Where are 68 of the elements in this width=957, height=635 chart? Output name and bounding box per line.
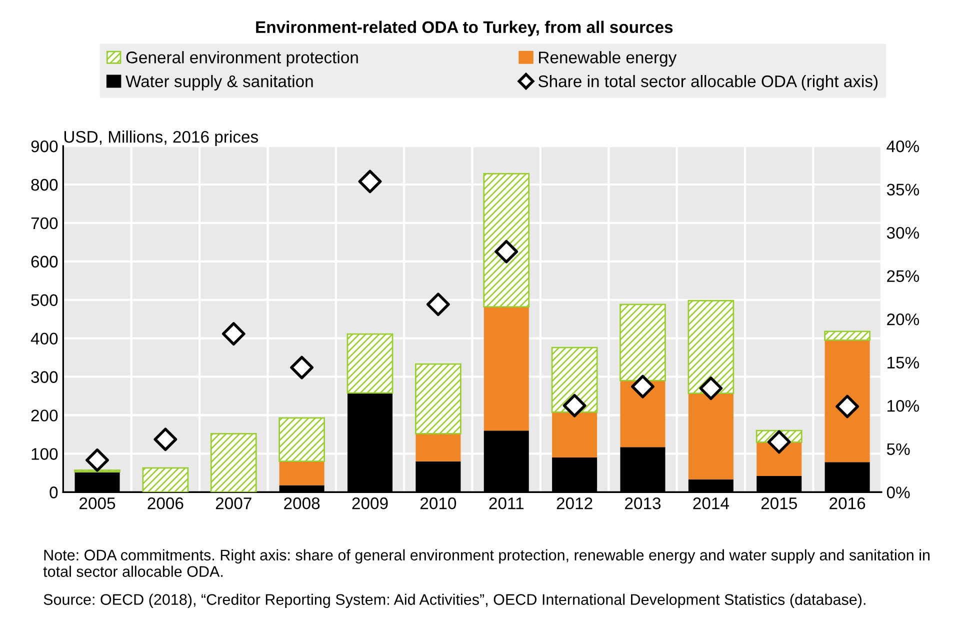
point <box>154 428 178 452</box>
source-note: Source: OECD (2018), “Creditor Reporting System: Aid Activities”, OECD International Development Statistics (database). <box>44 594 866 608</box>
point <box>562 394 586 418</box>
y2-tick-label: 40% <box>886 140 920 152</box>
x-tick-label: 2016 <box>830 497 866 510</box>
bar <box>346 333 394 394</box>
x-tick-label: 2008 <box>284 497 320 510</box>
point <box>699 376 723 400</box>
y2-tick-label: 5% <box>886 443 910 456</box>
y2-tick-label: 10% <box>888 400 920 412</box>
bar <box>279 461 324 486</box>
bar <box>483 173 530 308</box>
y-tick-label: 300 <box>31 371 58 383</box>
x-tick-label: 2012 <box>556 497 592 510</box>
legend-label: Renewable energy <box>539 51 677 67</box>
y-tick-label: 900 <box>31 140 58 152</box>
bar <box>210 432 257 492</box>
point <box>836 394 859 418</box>
bar <box>688 393 734 480</box>
chart-title: Environment-related ODA to Turkey, from all sources <box>256 20 673 36</box>
y2-tick-label: 20% <box>887 313 920 326</box>
y2-tick-label: 35% <box>886 184 920 196</box>
bar <box>414 363 462 434</box>
y-tick-label: 700 <box>31 217 58 230</box>
y-axis-title: USD, Millions, 2016 prices <box>64 130 258 146</box>
y-tick-label: 500 <box>31 294 58 306</box>
point <box>290 356 314 380</box>
y2-tick-label: 15% <box>888 356 920 369</box>
legend-label: General environment protection <box>126 51 358 67</box>
legend-label: Share in total sector allocable ODA (right axis) <box>538 74 878 91</box>
point <box>358 170 382 194</box>
bar <box>416 434 461 462</box>
x-tick-label: 2006 <box>148 497 184 510</box>
y2-tick-label: 30% <box>886 226 920 239</box>
y-tick-label: 100 <box>32 448 58 460</box>
bar <box>620 380 666 448</box>
x-tick-label: 2013 <box>625 497 661 510</box>
y-tick-label: 600 <box>31 256 58 268</box>
bar <box>551 346 598 413</box>
bar <box>484 306 529 431</box>
x-tick-label: 2005 <box>80 497 116 510</box>
bar <box>278 417 326 462</box>
point <box>86 448 109 472</box>
bar <box>142 467 189 492</box>
text: Note: ODA commitments. Right axis: share of general environment protection, renewable energy and water supply and sanitation in total sector allocable ODA. <box>43 549 930 577</box>
point <box>631 374 654 398</box>
point <box>426 292 450 316</box>
x-tick-label: 2011 <box>489 497 524 510</box>
y-tick-label: 800 <box>31 178 58 191</box>
x-tick-label: 2010 <box>420 497 456 510</box>
bar <box>824 340 870 462</box>
x-tick-label: 2014 <box>693 497 729 510</box>
point <box>222 322 246 346</box>
x-tick-label: 2009 <box>352 497 388 510</box>
bar <box>824 330 870 341</box>
y2-tick-label: 0% <box>886 486 910 498</box>
point <box>767 430 791 454</box>
point <box>494 240 518 264</box>
y-tick-label: 400 <box>30 332 58 345</box>
bar <box>688 300 734 394</box>
y-tick-label: 200 <box>31 410 58 422</box>
bar <box>552 412 598 458</box>
x-tick-label: 2015 <box>761 497 797 510</box>
y2-tick-label: 25% <box>887 270 920 282</box>
legend-label: Water supply & sanitation <box>126 74 313 91</box>
x-tick-label: 2007 <box>216 497 252 510</box>
y-tick-label: 0 <box>50 486 58 498</box>
bar <box>620 304 666 382</box>
